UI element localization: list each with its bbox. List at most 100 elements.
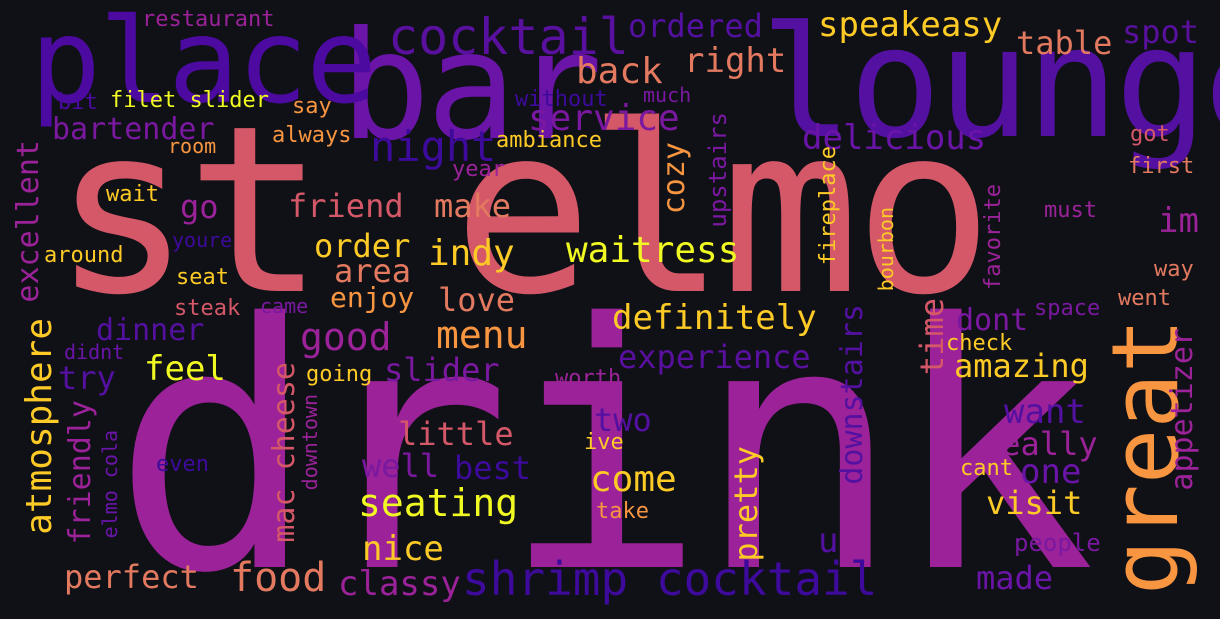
word-youre: youre — [172, 228, 233, 252]
word-perfect: perfect — [64, 558, 199, 596]
word-really: really — [982, 425, 1098, 463]
word-waitress: waitress — [566, 230, 740, 271]
word-dont: dont — [956, 303, 1029, 338]
word-order: order — [314, 227, 411, 265]
word-classy: classy — [338, 564, 461, 604]
word-steak: steak — [174, 296, 241, 321]
word-room: room — [168, 134, 217, 158]
word-st-elmo: st elmo — [52, 76, 994, 346]
word-much: much — [643, 83, 692, 107]
word-bar: bar — [340, 0, 603, 174]
word-cant: cant — [960, 456, 1013, 481]
word-excellent: excellent — [11, 140, 46, 303]
word-slider: slider — [384, 351, 500, 389]
word-ive: ive — [584, 430, 624, 455]
word-bit: bit — [58, 90, 98, 115]
word-feel: feel — [144, 349, 226, 389]
word-appetizer: appetizer — [1165, 328, 1200, 491]
word-downtown: downtown — [298, 394, 322, 491]
word-went: went — [1118, 286, 1171, 311]
word-shrimp-cocktail: shrimp cocktail — [462, 552, 878, 606]
word-dinner: dinner — [96, 313, 205, 348]
word-spot: spot — [1122, 13, 1200, 51]
word-cozy: cozy — [657, 142, 692, 215]
word-drink: drink — [112, 252, 1095, 619]
word-must: must — [1044, 198, 1097, 223]
word-u: u — [818, 521, 839, 561]
word-favorite: favorite — [981, 184, 1006, 290]
word-time: time — [913, 298, 951, 376]
word-upstairs: upstairs — [704, 112, 732, 228]
word-lounge: lounge — [760, 0, 1220, 173]
word-cocktail: cocktail — [388, 8, 629, 66]
word-best: best — [454, 449, 532, 487]
word-check: check — [946, 331, 1013, 356]
word-try: try — [58, 359, 116, 397]
word-table: table — [1016, 24, 1113, 62]
word-going: going — [306, 362, 373, 387]
word-people: people — [1014, 529, 1101, 557]
word-pretty: pretty — [727, 446, 765, 562]
word-around: around — [44, 243, 124, 268]
word-indy: indy — [428, 233, 515, 274]
word-food: food — [230, 555, 327, 601]
word-friend: friend — [288, 187, 404, 225]
word-wait: wait — [106, 182, 159, 207]
word-area: area — [334, 252, 412, 290]
word-enjoy: enjoy — [330, 281, 415, 314]
word-way: way — [1154, 257, 1194, 282]
word-bourbon: bourbon — [874, 207, 898, 292]
word-downstairs: downstairs — [835, 304, 870, 485]
word-back: back — [576, 51, 663, 92]
word-experience: experience — [618, 338, 811, 376]
word-space: space — [1034, 296, 1101, 321]
word-make: make — [434, 187, 512, 225]
word-came: came — [260, 294, 309, 318]
word-didnt: didnt — [64, 340, 125, 364]
word-without: without — [515, 87, 608, 112]
word-place: place — [30, 0, 377, 130]
word-seat: seat — [176, 265, 229, 290]
word-fireplace: fireplace — [816, 146, 841, 266]
word-delicious: delicious — [802, 118, 987, 158]
word-mac-cheese: mac cheese — [267, 362, 302, 543]
word-im: im — [1158, 201, 1199, 241]
word-well: well — [362, 447, 440, 485]
word-night: night — [370, 122, 497, 171]
word-ambiance: ambiance — [496, 128, 602, 153]
word-got: got — [1130, 122, 1170, 147]
word-two: two — [594, 401, 652, 439]
word-always: always — [272, 123, 352, 148]
word-filet-slider: filet slider — [110, 88, 269, 113]
word-first: first — [1128, 154, 1195, 179]
word-elmo-cola: elmo cola — [98, 430, 122, 539]
word-good: good — [300, 315, 392, 359]
word-say: say — [292, 94, 332, 119]
word-one: one — [1020, 452, 1082, 492]
word-ordered: ordered — [628, 7, 763, 45]
word-atmosphere: atmosphere — [19, 318, 60, 535]
word-definitely: definitely — [612, 298, 817, 338]
word-visit: visit — [986, 484, 1083, 522]
word-service: service — [528, 98, 680, 139]
word-friendly: friendly — [63, 400, 98, 545]
word-even: even — [156, 452, 209, 477]
word-year: year — [452, 157, 505, 182]
word-amazing: amazing — [954, 347, 1089, 385]
word-right: right — [684, 41, 787, 81]
word-nice: nice — [362, 529, 444, 569]
word-made: made — [976, 559, 1054, 597]
word-speakeasy: speakeasy — [818, 5, 1003, 45]
word-go: go — [180, 188, 219, 226]
word-want: want — [1004, 392, 1086, 432]
word-menu: menu — [436, 313, 528, 357]
word-bartender: bartender — [52, 112, 215, 147]
word-worth: worth — [555, 366, 622, 391]
word-restaurant: restaurant — [142, 7, 275, 32]
word-take: take — [596, 499, 649, 524]
word-love: love — [438, 281, 516, 319]
word-little: little — [398, 415, 514, 453]
word-come: come — [590, 459, 677, 500]
word-seating: seating — [358, 481, 519, 525]
